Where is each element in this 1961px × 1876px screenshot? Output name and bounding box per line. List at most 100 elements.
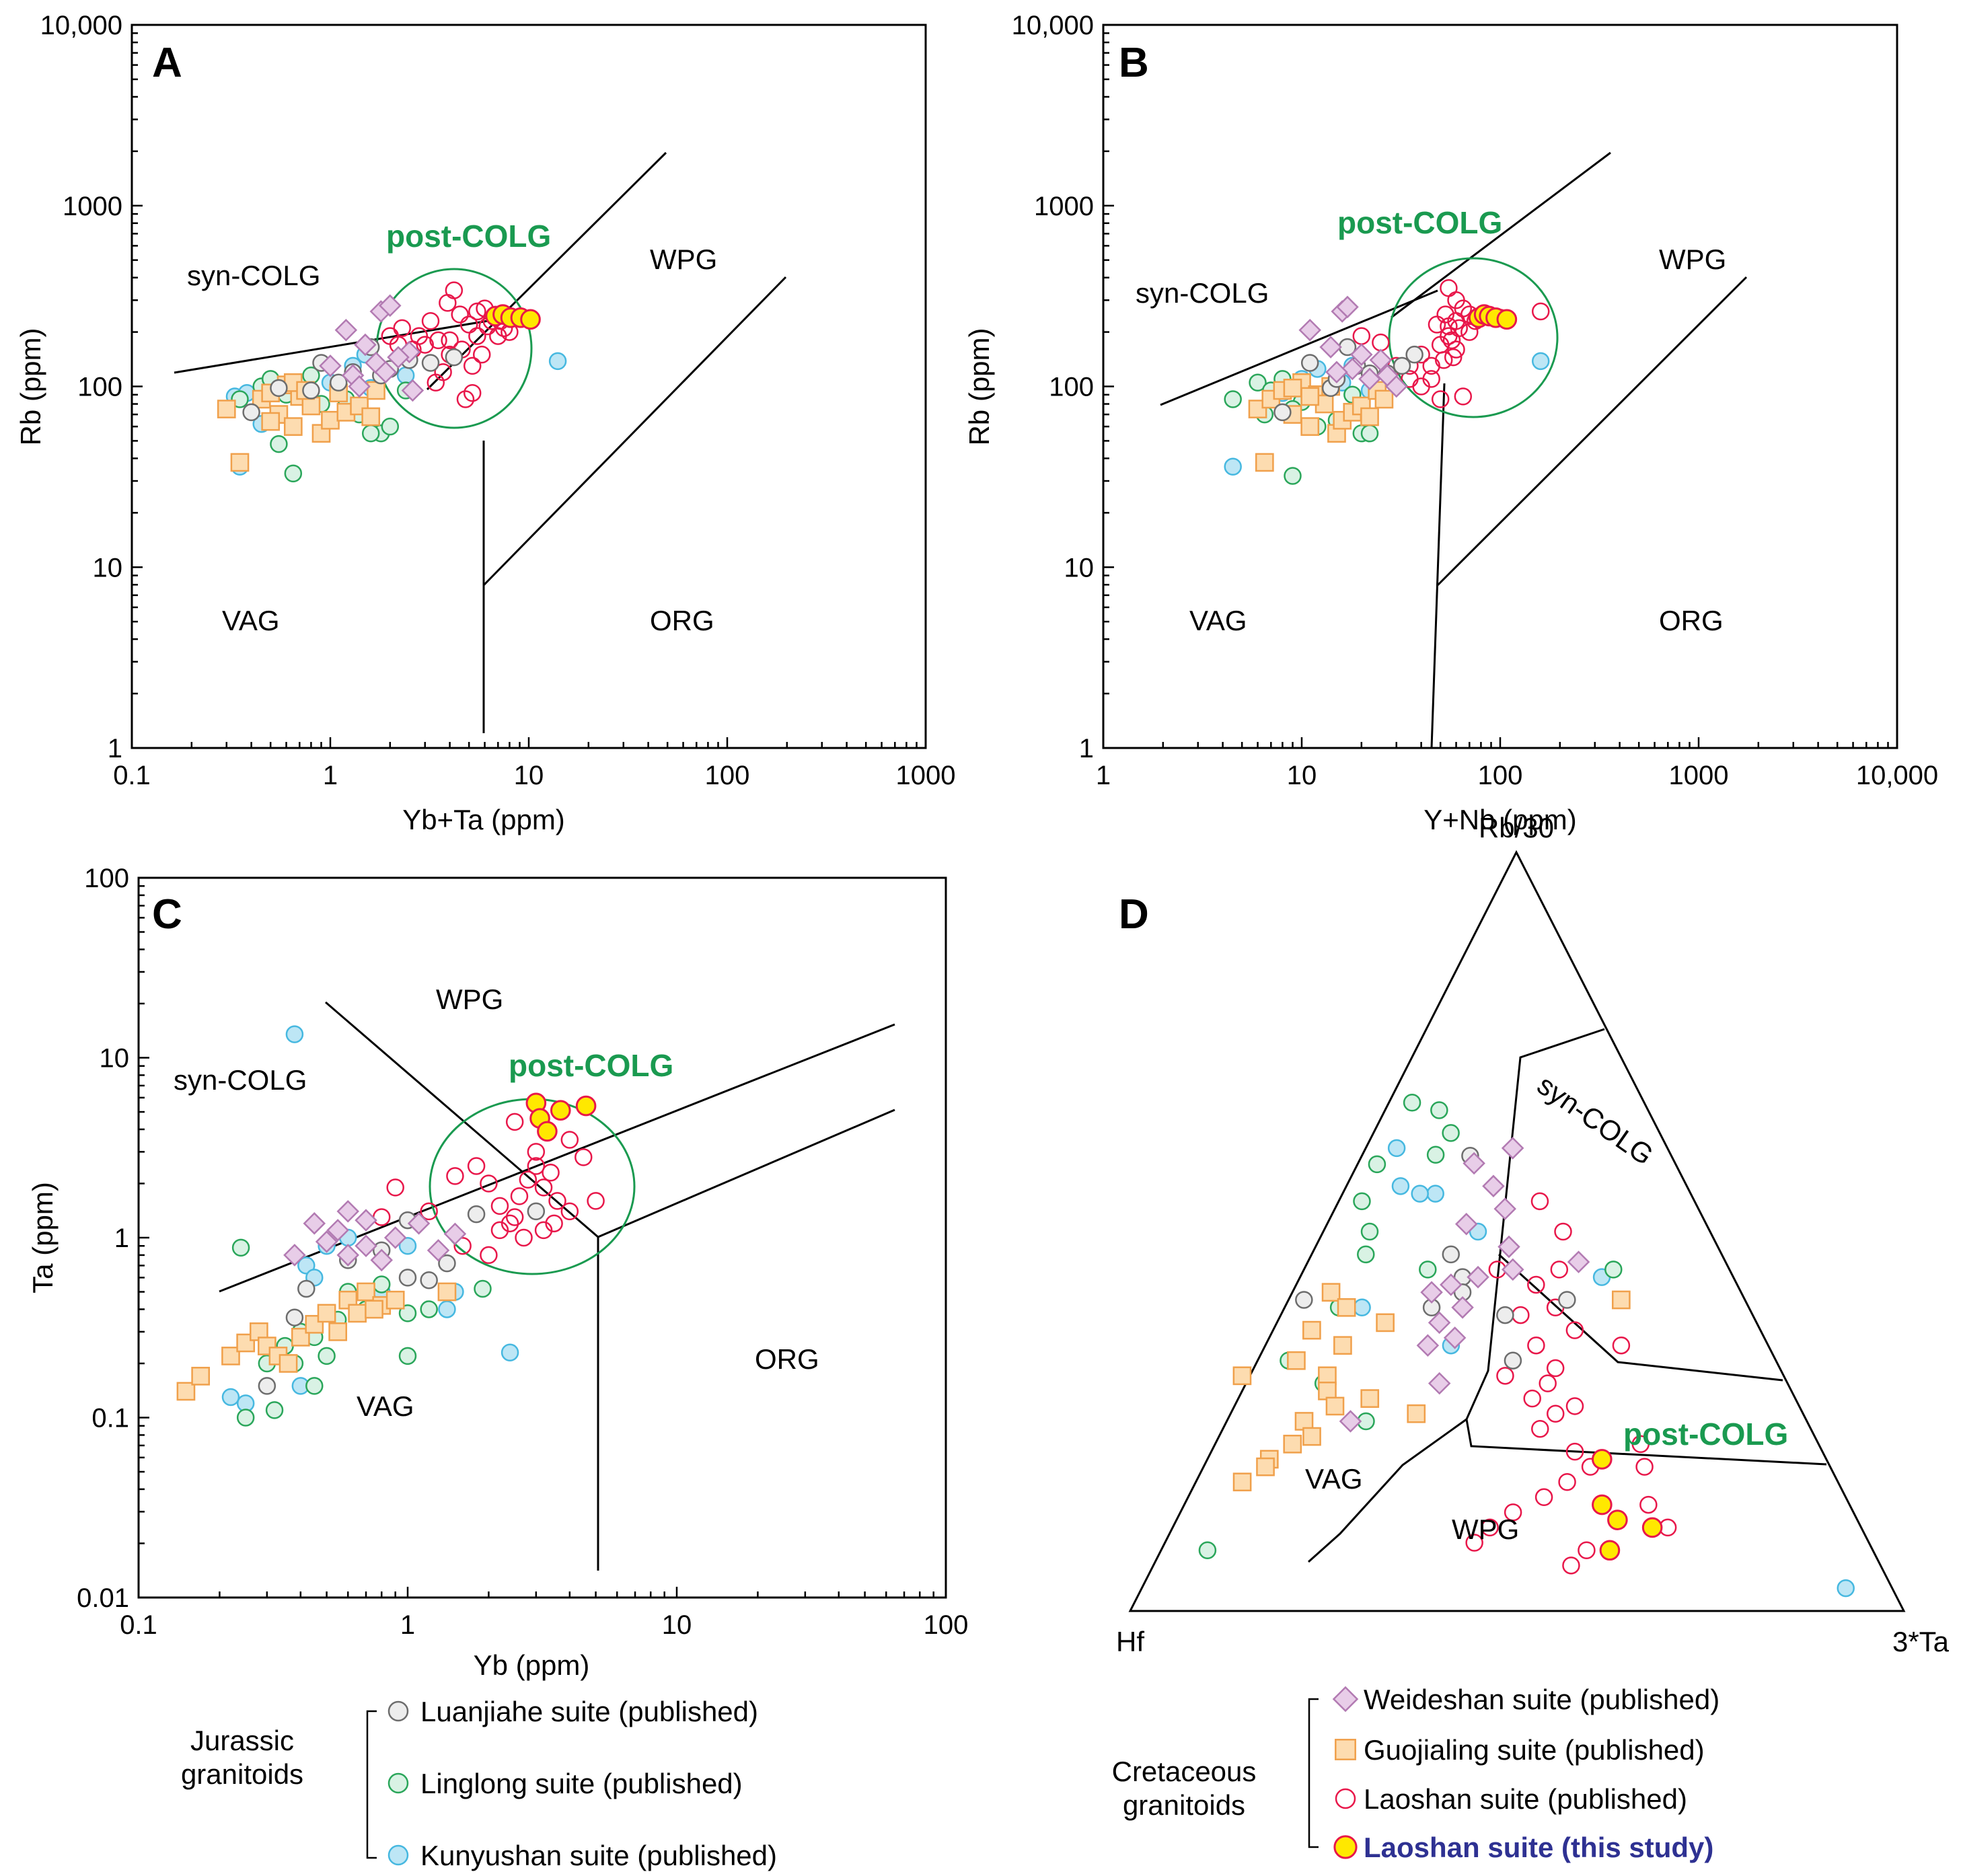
- panel-a-x-tick-label: 10: [514, 761, 544, 790]
- panel-d-point-laoshan-pub: [1530, 1192, 1549, 1211]
- panel-a-point-weideshan: [401, 379, 424, 402]
- panel-c-point-weideshan: [336, 1200, 360, 1223]
- panel-c-y-tick-label: 10: [100, 1044, 130, 1074]
- legend-weideshan-label: Weideshan suite (published): [1364, 1684, 1719, 1715]
- panel-d-point-laoshan-pub: [1527, 1275, 1545, 1294]
- panel-a-point-weideshan: [354, 333, 377, 357]
- panel-a-point-laoshan-pub: [416, 336, 435, 354]
- panel-c-point-kunyushan: [438, 1300, 456, 1318]
- panel-a-boundary-syn-wpg: [426, 151, 667, 391]
- panel-b-point-laoshan-pub: [1447, 291, 1465, 309]
- panel-a-field-syn-colg: syn-COLG: [187, 260, 320, 291]
- panel-d-point-kunyushan: [1391, 1177, 1410, 1195]
- panel-a-boundaries: [174, 151, 787, 733]
- panel-b-point-laoshan-pub: [1454, 387, 1473, 406]
- panel-d-point-linglong: [1360, 1222, 1379, 1241]
- panel-b-point-laoshan-pub: [1401, 370, 1419, 388]
- panel-d-vertex-right: 3*Ta: [1892, 1626, 1950, 1657]
- panel-a-y-tick-label: 1000: [63, 192, 122, 221]
- panel-c-point-kunyushan: [398, 1236, 417, 1255]
- panel-b-field-post-colg: post-COLG: [1337, 205, 1502, 240]
- panel-c-point-luanjiahe: [285, 1308, 304, 1326]
- panel-c-point-weideshan: [336, 1244, 360, 1267]
- panel-b-boundary-syn-wpg: [1391, 151, 1611, 319]
- panel-c-x-tick-label: 100: [924, 1610, 969, 1640]
- panel-d-point-laoshan-pub: [1565, 1442, 1584, 1461]
- panel-b-point-luanjiahe: [1273, 403, 1292, 422]
- panel-c-point-laoshan-pub: [501, 1214, 519, 1233]
- panel-c-point-laoshan-pub: [453, 1236, 472, 1255]
- panel-d-boundary-wpg: [1465, 1419, 1827, 1466]
- panel-c-point-weideshan: [355, 1234, 377, 1258]
- panel-c-point-laoshan-pub: [372, 1208, 391, 1226]
- panel-c-point-laoshan-pub: [515, 1228, 533, 1247]
- panel-c-field-post-colg: post-COLG: [509, 1048, 673, 1083]
- panel-d-point-laoshan-pub: [1578, 1541, 1596, 1560]
- panel-b-point-guojialing: [1283, 379, 1302, 398]
- panel-d-point-laoshan-pub: [1527, 1336, 1545, 1355]
- panel-b-point-linglong: [1224, 390, 1242, 408]
- panel-d-point-linglong: [1426, 1146, 1445, 1164]
- panel-c-point-guojialing: [357, 1282, 375, 1302]
- panel-c-point-guojialing: [348, 1304, 367, 1323]
- panel-d-point-guojialing: [1232, 1366, 1252, 1386]
- panel-a-point-weideshan: [374, 361, 398, 383]
- panel-b-y-axis-label: Rb (ppm): [963, 328, 995, 445]
- panel-c-point-laoshan-pub: [505, 1208, 524, 1226]
- panel-b-point-kunyushan: [1224, 457, 1242, 476]
- panel-d-point-guojialing: [1337, 1298, 1356, 1317]
- panel-c-point-laoshan-pub: [386, 1178, 404, 1197]
- panel-c-point-laoshan-pub: [505, 1113, 524, 1131]
- panel-c-x-tick-label: 10: [662, 1610, 692, 1640]
- panel-b-point-weideshan: [1319, 336, 1342, 359]
- panel-d-point-laoshan-pub: [1612, 1336, 1631, 1355]
- panel-c-point-linglong: [372, 1275, 391, 1293]
- panel-c-point-guojialing: [317, 1304, 336, 1323]
- panel-a-point-luanjiahe: [270, 379, 288, 398]
- panel-b-boundary-wpg-org: [1436, 276, 1748, 587]
- panel-c-field-wpg: WPG: [436, 983, 503, 1015]
- panel-b-points: [1224, 279, 1550, 485]
- panel-a-point-weideshan: [319, 354, 342, 377]
- panel-d-point-weideshan: [1420, 1281, 1443, 1304]
- panel-d-point-weideshan: [1463, 1152, 1485, 1175]
- panel-d-point-weideshan: [1497, 1235, 1520, 1259]
- panel-b-point-laoshan-pub: [1447, 340, 1465, 359]
- panel-c-point-guojialing: [328, 1322, 347, 1341]
- panel-c-point-laoshan-pub: [534, 1178, 553, 1197]
- panel-d-point-linglong: [1442, 1124, 1460, 1142]
- panel-b-point-laoshan-pub: [1442, 331, 1461, 350]
- legend-marker-guojialing: [1335, 1739, 1356, 1760]
- panel-c-point-linglong: [265, 1401, 284, 1419]
- panel-b-point-laoshan-pub: [1428, 315, 1446, 334]
- panel-a-point-laoshan-pub: [393, 319, 411, 338]
- panel-d-point-kunyushan: [1353, 1298, 1371, 1317]
- panel-c-x-tick-label: 1: [400, 1610, 415, 1640]
- legend-guojialing-symbol: [1335, 1739, 1356, 1760]
- panel-c-boundary-syn-wpg: [325, 1001, 599, 1238]
- panel-a-point-laoshan-pub: [468, 327, 486, 345]
- panel-d-point-guojialing: [1360, 1389, 1380, 1409]
- panel-a-field-org: ORG: [650, 605, 714, 636]
- panel-b-label: B: [1119, 40, 1149, 86]
- panel-a-point-guojialing: [230, 453, 250, 472]
- panel-c-y-axis-label: Ta (ppm): [27, 1182, 59, 1293]
- panel-c-boundaries: [219, 1001, 895, 1571]
- panel-c-point-luanjiahe: [258, 1377, 276, 1395]
- panel-d-boundary-vag-wpg: [1308, 1418, 1467, 1563]
- panel-d-point-guojialing: [1321, 1283, 1341, 1302]
- panel-c-point-laoshan-pub: [527, 1143, 546, 1161]
- panel-a-point-laoshan-pub: [439, 293, 457, 312]
- legend-laoshan-published-label: Laoshan suite (published): [1364, 1783, 1687, 1815]
- panel-a-point-guojialing: [361, 407, 381, 426]
- panel-c-y-tick-label: 0.01: [77, 1583, 129, 1613]
- panel-d-point-kunyushan: [1411, 1185, 1429, 1203]
- panel-a-x-tick-label: 1000: [896, 761, 956, 790]
- panel-d-point-weideshan: [1493, 1197, 1516, 1220]
- panel-b-point-laoshan-pub: [1460, 323, 1479, 341]
- panel-d-label: D: [1119, 891, 1149, 938]
- panel-a-point-kunyushan: [548, 352, 567, 371]
- panel-c-point-linglong: [420, 1300, 438, 1318]
